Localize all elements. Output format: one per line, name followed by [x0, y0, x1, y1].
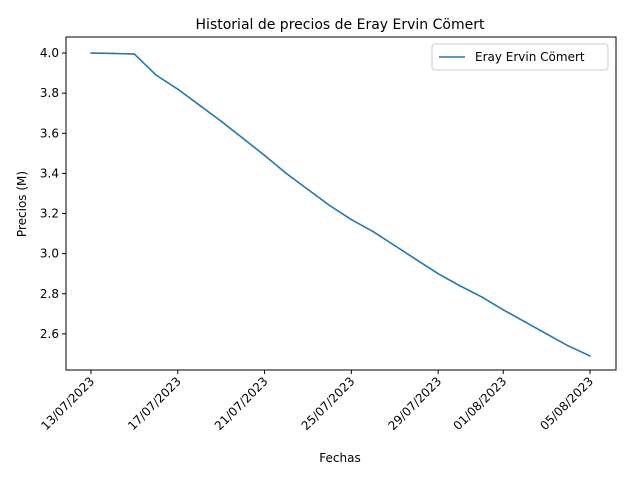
- data-point: [263, 154, 266, 157]
- y-tick-label: 2.8: [40, 287, 59, 301]
- data-point: [307, 188, 309, 191]
- y-axis-label: Precios (M): [15, 171, 29, 237]
- x-axis: 13/07/2023 17/07/2023 21/07/2023 25/07/2023…: [38, 370, 596, 433]
- data-point: [502, 309, 505, 311]
- series-line: [90, 52, 591, 357]
- x-tick-label: 13/07/2023: [38, 374, 97, 433]
- data-point: [90, 52, 92, 54]
- data-point: [198, 104, 201, 107]
- data-point: [350, 218, 353, 221]
- legend: Eray Ervin Cömert: [431, 43, 609, 71]
- y-tick-label: 4.0: [40, 46, 59, 60]
- data-point: [133, 53, 136, 55]
- x-axis-label: Fechas: [319, 451, 360, 465]
- data-point: [176, 88, 179, 90]
- x-tick-label: 01/08/2023: [451, 374, 510, 433]
- data-point: [220, 120, 222, 123]
- x-tick-label: 05/08/2023: [537, 374, 596, 433]
- data-point: [328, 204, 331, 207]
- data-point: [415, 258, 418, 261]
- y-tick-label: 2.6: [40, 327, 59, 341]
- data-point: [242, 137, 244, 140]
- x-tick-label: 21/07/2023: [212, 374, 271, 433]
- data-point: [524, 321, 526, 323]
- data-point: [111, 52, 114, 55]
- y-tick-label: 3.0: [40, 247, 59, 261]
- data-point: [567, 345, 570, 347]
- chart-title: Historial de precios de Eray Ervin Cömer…: [196, 17, 485, 33]
- data-point: [372, 230, 374, 233]
- x-tick-label: 17/07/2023: [125, 374, 184, 433]
- y-tick-label: 3.8: [40, 86, 59, 100]
- data-point: [589, 355, 591, 357]
- data-point: [393, 244, 396, 247]
- data-point: [437, 272, 439, 275]
- data-point: [545, 333, 548, 335]
- legend-box: [431, 43, 609, 71]
- data-point: [285, 172, 288, 175]
- y-tick-label: 3.6: [40, 126, 59, 140]
- y-axis: 2.6 2.8 3.0 3.2 3.4 3.6 3.8 4.0: [40, 46, 66, 341]
- plot-frame: [65, 36, 617, 371]
- x-tick-label: 25/07/2023: [299, 374, 358, 433]
- x-tick-label: 29/07/2023: [385, 374, 444, 433]
- y-tick-label: 3.2: [40, 207, 59, 221]
- data-point: [459, 284, 461, 287]
- data-point: [480, 295, 483, 298]
- data-point: [155, 74, 157, 76]
- legend-label: Eray Ervin Cömert: [475, 50, 585, 64]
- plot-area: [90, 52, 591, 357]
- y-tick-label: 3.4: [40, 166, 59, 180]
